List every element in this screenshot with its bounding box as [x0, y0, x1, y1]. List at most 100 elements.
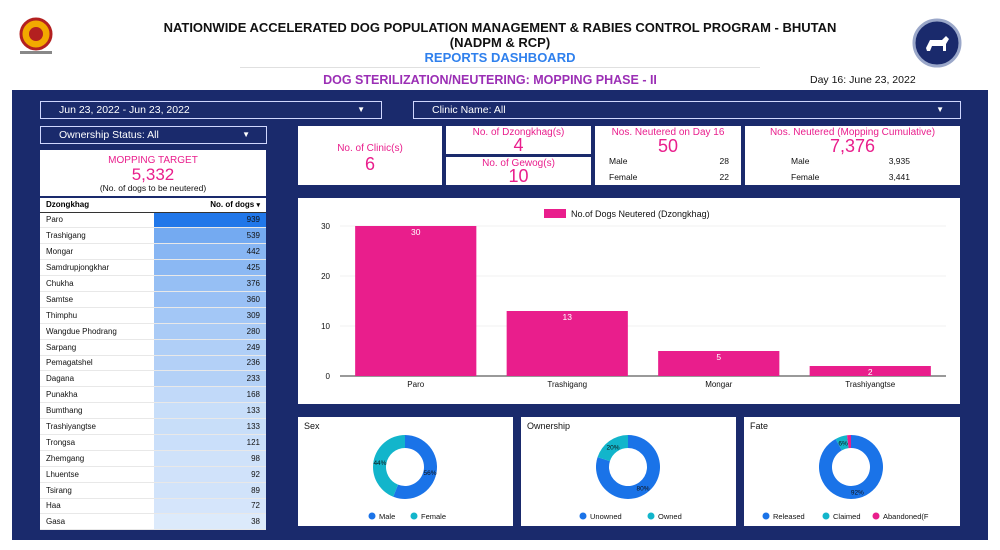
- bar-value-label: 13: [563, 312, 573, 322]
- x-tick-label: Paro: [407, 380, 424, 389]
- table-row[interactable]: Dagana 233: [40, 370, 266, 388]
- donut-slice[interactable]: [393, 435, 437, 499]
- table-row[interactable]: Trashigang 539: [40, 227, 266, 245]
- clinics-label: No. of Clinic(s): [337, 143, 403, 154]
- table-row[interactable]: Wangdue Phodrang 280: [40, 323, 266, 340]
- legend-dot: [647, 512, 655, 520]
- program-title: NATIONWIDE ACCELERATED DOG POPULATION MA…: [163, 20, 837, 35]
- dzongkhag-table: Dzongkhag No. of dogs ▾ Paro 939 Trashigan…: [40, 198, 266, 531]
- target-value: 5,332: [131, 165, 175, 184]
- dog-count-cell: 442: [154, 243, 266, 261]
- legend-label: Unowned: [590, 512, 622, 521]
- ownership-chart-panel: Ownership 80% 20% Unowned Owned: [521, 417, 736, 526]
- table-row[interactable]: Samtse 360: [40, 291, 266, 308]
- legend-label: Female: [421, 512, 446, 521]
- legend-label: Released: [773, 512, 805, 521]
- legend-dot: [368, 512, 376, 520]
- dzongkhag-name-cell: Mongar: [40, 243, 154, 261]
- table-row[interactable]: Zhemgang 98: [40, 450, 266, 467]
- dzongkhag-name-cell: Trongsa: [40, 434, 154, 451]
- day-female-label: Female: [609, 172, 638, 182]
- bar[interactable]: [809, 366, 931, 376]
- table-row[interactable]: Samdrupjongkhar 425: [40, 259, 266, 277]
- sort-desc-icon: ▾: [256, 202, 260, 210]
- dzongkhag-label: No. of Dzongkhag(s): [472, 127, 565, 138]
- table-row[interactable]: Trongsa 121: [40, 434, 266, 451]
- col-dzongkhag-header[interactable]: Dzongkhag: [40, 198, 154, 213]
- bar-chart-panel: No.of Dogs Neutered (Dzongkhag) 0 10 20 30 30…: [298, 198, 960, 404]
- day-neutered-label: Nos. Neutered on Day 16: [611, 127, 725, 138]
- fate-chart-title: Fate: [750, 421, 769, 431]
- table-row[interactable]: Haa 72: [40, 498, 266, 515]
- donut-slice[interactable]: [597, 435, 628, 462]
- table-row[interactable]: Pemagatshel 236: [40, 355, 266, 372]
- slice-percent-label: 92%: [851, 490, 864, 497]
- legend-label: Owned: [658, 512, 682, 521]
- table-row[interactable]: Chukha 376: [40, 275, 266, 292]
- table-row[interactable]: Paro 939: [40, 212, 266, 229]
- col-dogs-label: No. of dogs: [210, 200, 255, 210]
- mopping-target-card: MOPPING TARGET 5,332 (No. of dogs to be …: [40, 150, 266, 196]
- legend-label: No.of Dogs Neutered (Dzongkhag): [571, 209, 710, 219]
- day-neutered-card: Nos. Neutered on Day 16 50 Male 28 Femal…: [595, 126, 741, 185]
- clinic-filter-value: Clinic Name: All: [432, 104, 506, 116]
- cumulative-label: Nos. Neutered (Mopping Cumulative): [769, 127, 936, 138]
- legend-swatch: [544, 209, 566, 218]
- table-header-row: Dzongkhag No. of dogs ▾: [40, 198, 266, 213]
- col-dogs-header[interactable]: No. of dogs ▾: [154, 198, 266, 213]
- dog-count-cell: 280: [154, 323, 266, 340]
- table-row[interactable]: Tsirang 89: [40, 482, 266, 499]
- target-note: (No. of dogs to be neutered): [99, 183, 207, 193]
- table-row[interactable]: Sarpang 249: [40, 339, 266, 356]
- dzongkhag-name-cell: Dagana: [40, 370, 154, 388]
- day-male-value: 28: [719, 156, 729, 166]
- date-range-picker[interactable]: Jun 23, 2022 - Jun 23, 2022 ▼: [40, 101, 382, 119]
- legend-label: Abandoned(F: [883, 512, 929, 521]
- gewog-count-card: No. of Gewog(s) 10: [446, 157, 591, 185]
- dog-count-cell: 133: [154, 418, 266, 435]
- slice-percent-label: 44%: [373, 460, 386, 467]
- bar-value-label: 5: [716, 352, 721, 362]
- dzongkhag-name-cell: Wangdue Phodrang: [40, 323, 154, 340]
- bar[interactable]: [355, 226, 477, 376]
- donut-slice[interactable]: [819, 435, 883, 499]
- dog-count-cell: 121: [154, 434, 266, 451]
- date-range-value: Jun 23, 2022 - Jun 23, 2022: [59, 104, 190, 116]
- bar[interactable]: [658, 351, 780, 376]
- fate-donut-chart: 92% 6% Released Claimed Abandoned(F: [762, 435, 929, 521]
- ownership-filter[interactable]: Ownership Status: All ▼: [40, 126, 267, 144]
- legend-label: Claimed: [833, 512, 861, 521]
- dog-count-cell: 38: [154, 513, 266, 531]
- table-row[interactable]: Bumthang 133: [40, 402, 266, 420]
- legend-dot: [762, 512, 770, 520]
- x-tick-label: Trashigang: [547, 380, 587, 389]
- clinic-filter[interactable]: Clinic Name: All ▼: [413, 101, 961, 119]
- chevron-down-icon: ▼: [357, 105, 365, 114]
- cum-female-label: Female: [791, 172, 820, 182]
- donut-slice[interactable]: [835, 435, 849, 451]
- bar-value-label: 30: [411, 227, 421, 237]
- table-row[interactable]: Gasa 38: [40, 513, 266, 531]
- donut-slice[interactable]: [596, 435, 660, 499]
- bar[interactable]: [506, 311, 628, 376]
- dzongkhag-name-cell: Sarpang: [40, 339, 154, 356]
- table-row[interactable]: Trashiyangtse 133: [40, 418, 266, 435]
- table-row[interactable]: Punakha 168: [40, 386, 266, 404]
- donut-slice[interactable]: [373, 435, 405, 497]
- dog-count-cell: 233: [154, 370, 266, 388]
- table-row[interactable]: Mongar 442: [40, 243, 266, 261]
- gewog-value: 10: [508, 166, 529, 186]
- table-row[interactable]: Lhuentse 92: [40, 466, 266, 483]
- table-row[interactable]: Thimphu 309: [40, 307, 266, 324]
- program-logo: [912, 18, 962, 68]
- cum-female-value: 3,441: [888, 172, 910, 182]
- clinics-card: No. of Clinic(s) 6: [298, 126, 442, 185]
- donut-slice[interactable]: [846, 435, 851, 449]
- dzongkhag-name-cell: Haa: [40, 498, 154, 515]
- clinics-value: 6: [364, 154, 375, 174]
- slice-percent-label: 20%: [607, 444, 620, 451]
- day-male-label: Male: [609, 156, 628, 166]
- y-tick-label: 20: [321, 272, 330, 281]
- emblem-logo: [19, 17, 53, 54]
- dzongkhag-name-cell: Trashigang: [40, 227, 154, 245]
